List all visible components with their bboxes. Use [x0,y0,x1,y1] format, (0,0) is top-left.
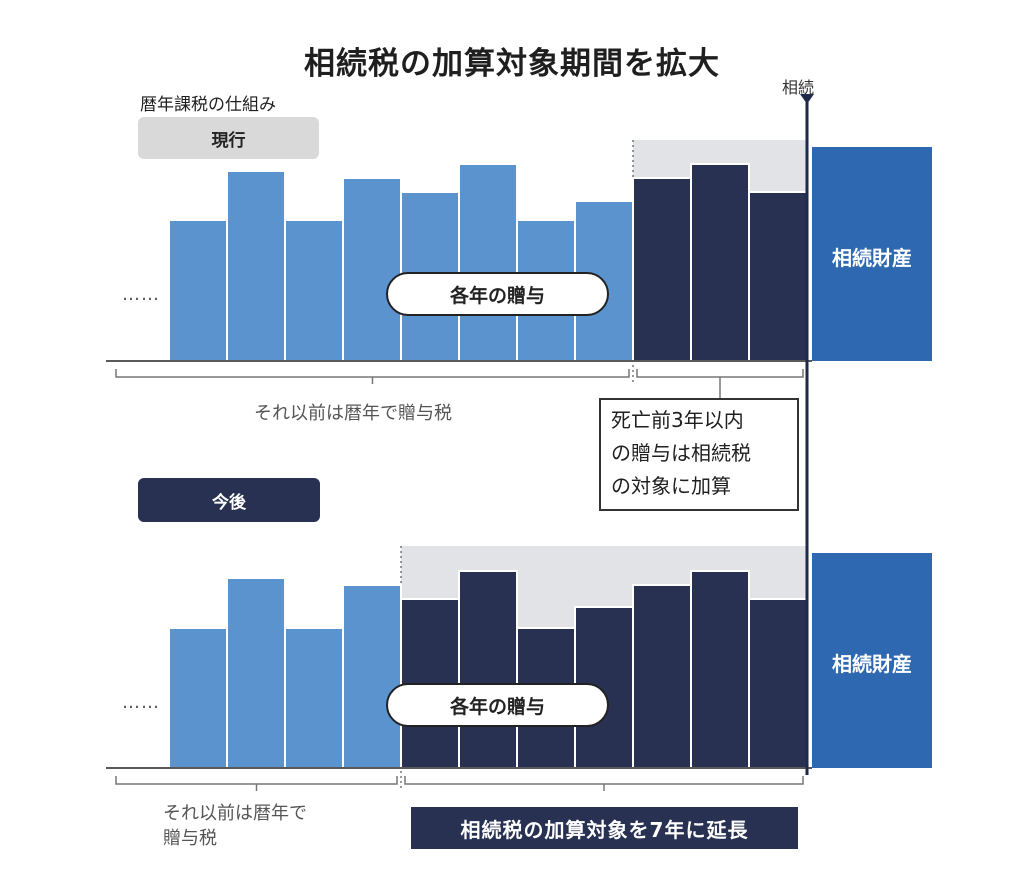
future-gift-bar [342,584,402,769]
extension-banner: 相続税の加算対象を7年に延長 [411,807,798,849]
current-gift-bar [458,163,518,362]
future-added-brace [404,776,804,785]
future-added-gift-bar [632,584,692,769]
current-added-brace [636,369,804,378]
current-added-gift-bar [748,191,808,362]
death-marker-triangle [800,94,814,104]
future-added-gift-bar [748,598,808,769]
future-before-label-line1: それ以前は暦年で [163,803,307,824]
future-estate-block [812,553,932,768]
future-before-label-line2: 贈与税 [163,828,217,849]
future-gift-bar [284,627,344,769]
current-gift-bar [342,177,402,362]
future-added-gift-bar [458,570,518,769]
three-year-note: 死亡前3年以内 の贈与は相続税 の対象に加算 [599,398,799,511]
current-label: 現行 [138,117,319,159]
future-gift-bar [226,577,286,769]
current-ellipsis: …… [122,284,160,305]
current-before-label: それ以前は暦年で贈与税 [254,403,452,424]
current-estate-label: 相続財産 [832,246,912,270]
current-gift-bar [284,219,344,362]
page-title: 相続税の加算対象期間を拡大 [304,46,720,82]
current-added-gift-bar [632,177,692,362]
current-gift-label: 各年の贈与 [386,272,609,316]
current-gift-bar [168,219,228,362]
future-estate-label: 相続財産 [832,652,912,676]
note-line: の対象に加算 [611,474,731,498]
current-added-gift-bar [690,163,750,362]
future-gift-bar [168,627,228,769]
future-ellipsis: …… [122,692,160,713]
note-line: 死亡前3年以内 [611,408,744,432]
future-before-brace [115,776,398,785]
future-gift-label: 各年の贈与 [386,683,609,727]
current-gift-bar [226,170,286,362]
subtitle: 暦年課税の仕組み [140,95,276,115]
death-marker-label: 相続 [782,78,815,97]
future-label: 今後 [138,478,320,522]
future-added-gift-bar [690,570,750,769]
current-estate-block [812,147,932,361]
current-before-brace [115,369,630,378]
note-line: の贈与は相続税 [611,441,751,465]
